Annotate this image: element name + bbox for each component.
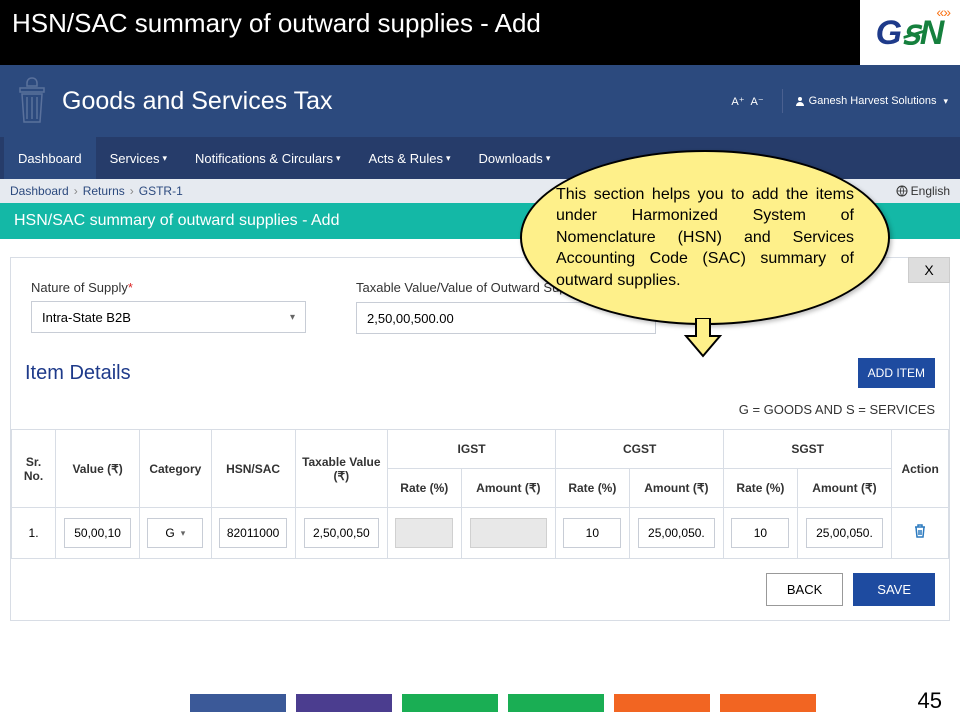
col-taxable: Taxable Value (₹) [295,430,387,508]
user-name: Ganesh Harvest Solutions [809,95,937,107]
add-item-button[interactable]: ADD ITEM [858,358,935,388]
bc-sep: › [130,184,134,198]
col-srno: Sr. No. [12,430,56,508]
col-igst-rate: Rate (%) [388,469,462,508]
close-button[interactable]: X [908,257,950,283]
col-igst-amount: Amount (₹) [461,469,556,508]
col-sgst-amount: Amount (₹) [797,469,892,508]
slide-header: HSN/SAC summary of outward supplies - Ad… [0,0,960,65]
cell-hsnsac-input[interactable] [219,518,287,548]
legend-text: G = GOODS AND S = SERVICES [11,392,949,423]
language-label: English [911,184,950,198]
col-category: Category [140,430,211,508]
slide-title: HSN/SAC summary of outward supplies - Ad… [12,8,541,39]
logo-marks-icon: «» [936,4,950,20]
nature-of-supply-label: Nature of Supply* [31,280,306,295]
nav-notifications[interactable]: Notifications & Circulars [181,137,355,179]
portal-header: Goods and Services Tax A⁺ A⁻ Ganesh Harv… [0,65,960,137]
footer-color-bars [190,694,816,712]
cell-value-input[interactable] [64,518,132,548]
gst-logo: «» GꞩN [860,0,960,65]
footer-bar [402,694,498,712]
font-decrease[interactable]: A⁻ [751,95,764,108]
table-row: 1. G [12,508,949,559]
nav-dashboard[interactable]: Dashboard [4,137,96,179]
cell-srno: 1. [12,508,56,559]
help-callout: This section helps you to add the items … [520,150,890,325]
cell-cgst-amt-input[interactable] [638,518,715,548]
item-details-header: Item Details ADD ITEM [11,344,949,392]
item-details-title: Item Details [25,362,131,385]
footer-bar [296,694,392,712]
emblem-icon [12,76,52,126]
user-menu[interactable]: Ganesh Harvest Solutions [795,95,948,107]
items-table: Sr. No. Value (₹) Category HSN/SAC Taxab… [11,429,949,559]
footer-bar [614,694,710,712]
callout-text: This section helps you to add the items … [520,150,890,325]
col-cgst: CGST [556,430,724,469]
nature-of-supply-select[interactable]: Intra-State B2B [31,301,306,333]
nature-of-supply-group: Nature of Supply* Intra-State B2B [31,280,306,334]
section-title: HSN/SAC summary of outward supplies - Ad… [14,212,339,230]
page-number: 45 [918,688,942,714]
cell-sgst-amt-input[interactable] [806,518,883,548]
col-sgst-rate: Rate (%) [724,469,798,508]
language-selector[interactable]: English [896,184,950,198]
portal-title: Goods and Services Tax [62,87,731,116]
nav-acts[interactable]: Acts & Rules [355,137,465,179]
footer-bar [190,694,286,712]
col-value: Value (₹) [56,430,140,508]
footer-bar [720,694,816,712]
save-button[interactable]: SAVE [853,573,935,606]
cell-igst-rate-input [395,518,453,548]
col-cgst-rate: Rate (%) [556,469,630,508]
back-button[interactable]: BACK [766,573,843,606]
cell-category-select[interactable]: G [147,518,203,548]
bc-returns[interactable]: Returns [83,184,125,198]
delete-row-icon[interactable] [913,526,927,543]
cell-cgst-rate-input[interactable] [563,518,621,548]
cell-igst-amt-input [470,518,547,548]
cell-taxable-input[interactable] [304,518,379,548]
footer-bar [508,694,604,712]
callout-arrow-icon [680,318,726,358]
col-sgst: SGST [724,430,892,469]
bc-sep: › [74,184,78,198]
nav-services[interactable]: Services [96,137,181,179]
button-row: BACK SAVE [11,559,949,606]
cell-sgst-rate-input[interactable] [731,518,789,548]
col-igst: IGST [388,430,556,469]
bc-gstr1[interactable]: GSTR-1 [139,184,183,198]
col-hsnsac: HSN/SAC [211,430,295,508]
col-action: Action [892,430,949,508]
header-divider [782,89,783,113]
col-cgst-amount: Amount (₹) [629,469,724,508]
font-increase[interactable]: A⁺ [731,95,744,108]
bc-dashboard[interactable]: Dashboard [10,184,69,198]
